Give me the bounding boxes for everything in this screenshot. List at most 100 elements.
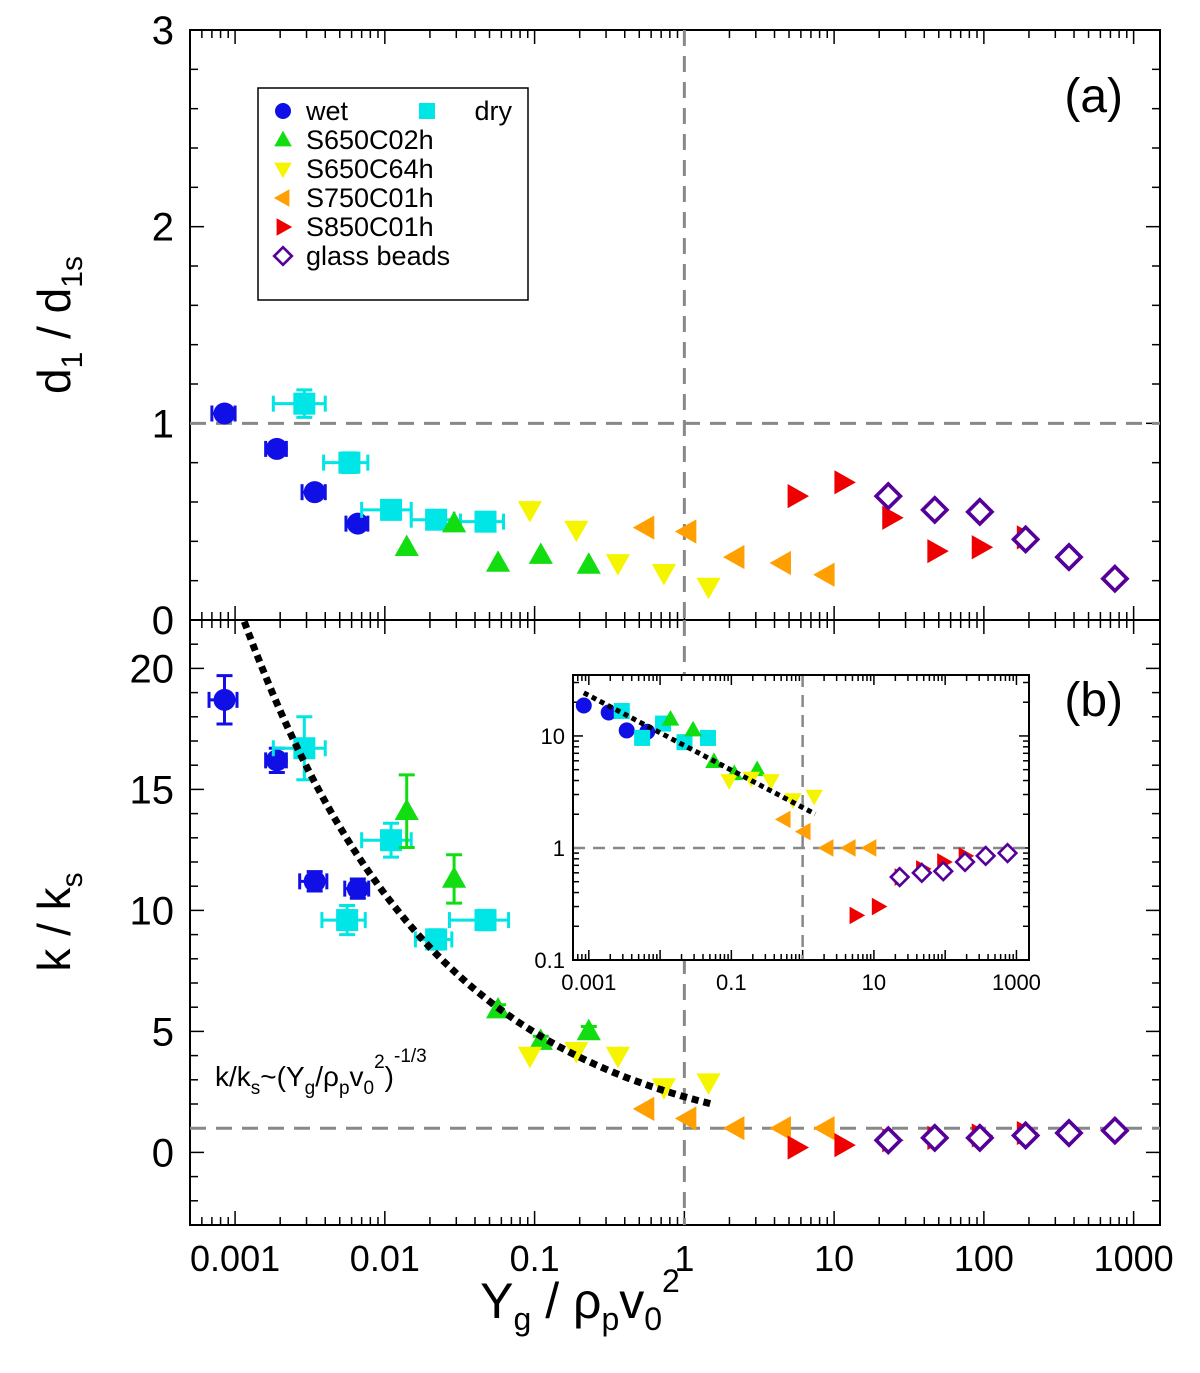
x-axis-label: Yg / ρpv02 — [480, 1263, 680, 1337]
data-point-dry — [474, 510, 497, 533]
data-point-dry — [380, 829, 403, 852]
data-point-wet — [265, 749, 288, 772]
legend: wet dry S650C02hS650C64hS750C01hS850C01hgl… — [257, 87, 529, 301]
legend-label-s750c01h: S750C01h — [306, 183, 434, 213]
data-point-glass-beads — [1100, 1115, 1130, 1146]
legend-item-glass-beads: glass beads — [272, 241, 450, 271]
data-point-dry — [293, 737, 316, 760]
data-point-wet — [346, 512, 369, 535]
data-point-wet — [575, 697, 592, 714]
legend-marker-wet — [275, 103, 291, 119]
data-point-s850c01h — [787, 484, 810, 509]
panel-b-y-tick-label: 0 — [152, 1131, 174, 1175]
data-point-s650c02h — [684, 720, 702, 737]
inset-fit-curve — [582, 690, 817, 817]
inset-series-glass-beads — [889, 842, 1019, 888]
data-point-s750c01h — [813, 1116, 835, 1141]
data-point-s650c02h — [394, 534, 419, 557]
data-point-glass-beads — [932, 860, 954, 882]
data-point-s650c64h — [605, 554, 631, 576]
data-point-glass-beads — [965, 497, 995, 527]
data-point-glass-beads — [920, 1123, 950, 1153]
legend-marker-s750c01h — [273, 189, 290, 207]
panel-b-series-wet — [207, 674, 371, 900]
data-point-s650c64h — [517, 501, 542, 523]
data-point-s650c64h — [696, 1073, 721, 1095]
data-point-s650c64h — [651, 564, 676, 586]
data-point-s650c02h — [441, 510, 467, 533]
data-point-glass-beads — [889, 866, 911, 888]
data-point-s850c01h — [927, 539, 949, 564]
data-point-s850c01h — [882, 505, 904, 530]
data-point-wet — [213, 688, 236, 711]
data-point-s650c64h — [762, 774, 780, 790]
inset-y-tick-label: 10 — [541, 724, 565, 749]
panel-a-series-s750c01h — [632, 515, 835, 587]
data-point-s650c64h — [696, 577, 721, 600]
legend-item-wet: wet — [275, 96, 349, 126]
panel-a-data — [210, 388, 1130, 600]
legend-marker-s650c02h — [274, 130, 292, 147]
inset-data — [575, 690, 1019, 925]
data-point-s650c64h — [720, 774, 738, 790]
inset-x-tick-label: 0.1 — [716, 970, 747, 995]
legend-marker-s650c64h — [274, 162, 292, 179]
data-point-wet — [618, 722, 635, 739]
data-point-s750c01h — [722, 1116, 745, 1141]
inset-background — [573, 675, 1029, 960]
data-point-glass-beads — [1010, 1120, 1041, 1151]
legend-item-dry: dry — [419, 96, 512, 126]
data-point-s750c01h — [860, 839, 877, 857]
data-point-wet — [265, 437, 288, 460]
panel-b-fit-curve — [239, 620, 712, 1108]
data-point-s850c01h — [871, 897, 888, 916]
legend-label-dry: dry — [474, 96, 512, 126]
legend-item-s850c01h: S850C01h — [276, 212, 434, 242]
legend-item-s650c64h: S650C64h — [274, 154, 434, 184]
data-point-s650c64h — [564, 1041, 589, 1064]
panel-a-series-glass-beads — [873, 481, 1130, 594]
data-point-s750c01h — [794, 822, 811, 841]
panel-b-x-tick-label: 10 — [814, 1238, 854, 1279]
data-point-glass-beads — [975, 845, 997, 867]
data-point-dry — [699, 729, 716, 746]
data-point-dry — [474, 909, 497, 932]
fit-annotation: k/ks~(Yg/ρpv02)-1/3 — [215, 1046, 427, 1099]
panel-b-series-dry — [271, 715, 511, 951]
panel-b-y-tick-label: 5 — [152, 1010, 174, 1054]
data-point-s650c64h — [605, 1046, 631, 1069]
data-point-dry — [338, 451, 361, 474]
panel-a-y-tick-label: 1 — [152, 402, 174, 446]
panel-a-series-dry — [271, 388, 506, 533]
data-point-dry — [425, 508, 448, 531]
panel-b-x-tick-label: 1000 — [1094, 1238, 1174, 1279]
y-axis-label-a: d1 / d1s — [28, 256, 89, 394]
data-point-s650c02h — [576, 552, 601, 574]
data-point-wet — [303, 481, 326, 504]
data-point-dry — [380, 498, 403, 521]
data-point-wet — [346, 877, 369, 900]
legend-label-s850c01h: S850C01h — [306, 212, 434, 242]
data-point-wet — [600, 704, 617, 721]
data-point-glass-beads — [965, 1123, 995, 1153]
data-point-s850c01h — [849, 906, 866, 925]
data-point-wet — [213, 402, 236, 425]
panel-a-y-tick-label: 2 — [152, 206, 174, 250]
panel-a-y-tick-label: 0 — [152, 599, 174, 643]
panel-b-x-tick-label: 100 — [954, 1238, 1014, 1279]
panel-b-x-tick-label: 1 — [674, 1238, 694, 1279]
data-point-s650c02h — [394, 798, 419, 820]
data-point-s750c01h — [839, 839, 856, 857]
legend-marker-s850c01h — [276, 218, 293, 236]
panel-a-series-s650c02h — [394, 510, 601, 574]
data-point-wet — [303, 870, 326, 893]
data-point-glass-beads — [996, 842, 1019, 864]
panel-b-label: (b) — [1064, 674, 1123, 727]
data-point-s650c02h — [576, 1018, 601, 1041]
legend-box — [257, 87, 529, 301]
y-axis-label-b: k / ks — [28, 872, 89, 971]
data-point-s850c01h — [787, 1135, 810, 1160]
panel-b-axes: 0 5 10 15 20 0.001 0.01 0.1 1 10 100 1000 — [130, 619, 1174, 1279]
